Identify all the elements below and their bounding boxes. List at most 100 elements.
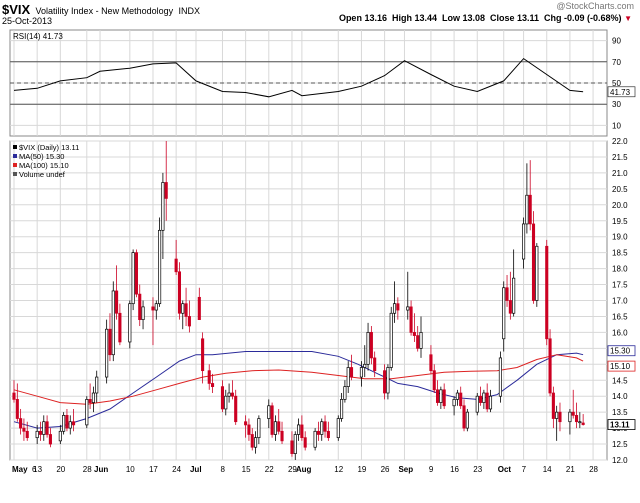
candle-body xyxy=(85,399,89,426)
x-tick-label: 21 xyxy=(566,465,575,474)
x-tick-label: 7 xyxy=(522,465,527,474)
legend-label: MA(50) 15.30 xyxy=(19,152,64,161)
candle-body xyxy=(475,395,479,413)
candle-body xyxy=(210,383,215,387)
candle-body xyxy=(131,252,135,305)
candle-body xyxy=(300,424,304,439)
candle-body xyxy=(346,367,350,387)
x-tick-label: Oct xyxy=(498,465,512,474)
price-ytick-label: 19.0 xyxy=(612,233,628,242)
x-tick-label: 15 xyxy=(242,465,251,474)
candle-body xyxy=(184,303,188,317)
candle-body xyxy=(15,399,19,419)
candle-body xyxy=(326,430,330,439)
candle-body xyxy=(254,437,258,448)
x-tick-label: 8 xyxy=(220,465,225,474)
x-tick-label: 13 xyxy=(33,465,42,474)
candle-body xyxy=(581,422,585,425)
candle-body xyxy=(154,303,158,311)
legend-swatch xyxy=(13,154,17,158)
price-ytick-label: 21.0 xyxy=(612,169,628,178)
candle-body xyxy=(12,392,16,400)
candle-body xyxy=(406,306,410,311)
candle-body xyxy=(578,421,582,424)
rsi-ytick-label: 10 xyxy=(612,121,621,130)
candle-body xyxy=(531,223,536,301)
axis-value-label: 15.10 xyxy=(610,362,631,371)
x-tick-label: 17 xyxy=(149,465,158,474)
candle-body xyxy=(568,411,572,423)
axis-value-tag xyxy=(607,345,636,357)
candle-body xyxy=(201,338,205,372)
candle-body xyxy=(115,290,119,314)
price-ytick-label: 21.5 xyxy=(612,153,628,162)
legend-swatch xyxy=(13,172,17,176)
ohlc-values: Open 13.16 High 13.44 Low 13.08 Close 13… xyxy=(338,13,622,23)
candle-body xyxy=(207,370,211,384)
candle-body xyxy=(108,328,112,356)
x-tick-label: Jun xyxy=(94,465,108,474)
axis-value-label: 15.30 xyxy=(610,347,631,356)
price-ytick-label: 20.5 xyxy=(612,185,628,194)
candle-body xyxy=(558,411,562,423)
price-ytick-label: 18.0 xyxy=(612,265,628,274)
price-ytick-label: 14.5 xyxy=(612,376,628,385)
candle-body xyxy=(230,392,234,397)
candle-body xyxy=(545,245,549,340)
candle-body xyxy=(177,271,181,314)
candle-body xyxy=(181,303,185,314)
price-panel: 12.012.513.013.514.014.515.015.516.016.5… xyxy=(9,137,636,465)
candle-body xyxy=(320,421,324,435)
x-tick-label: 23 xyxy=(473,465,482,474)
rsi-ytick-label: 30 xyxy=(612,100,621,109)
x-tick-label: May xyxy=(12,465,28,474)
candle-body xyxy=(134,252,138,295)
candle-body xyxy=(68,421,72,429)
candle-body xyxy=(369,332,373,359)
index-name: Volatility Index - New Methodology xyxy=(35,6,174,16)
axis-value-tag xyxy=(607,360,636,372)
candle-body xyxy=(48,434,52,445)
candle-body xyxy=(455,392,459,400)
x-tick-label: 28 xyxy=(83,465,92,474)
x-tick-label: 29 xyxy=(288,465,297,474)
candle-body xyxy=(343,386,347,400)
ma50-line xyxy=(13,351,584,429)
rsi-last-value-label: 41.73 xyxy=(610,88,631,97)
candle-body xyxy=(528,194,532,225)
candle-body xyxy=(389,312,393,368)
candle-body xyxy=(571,411,575,416)
price-ytick-label: 22.0 xyxy=(612,137,628,146)
x-tick-label: Sep xyxy=(398,465,413,474)
price-ytick-label: 14.0 xyxy=(612,392,628,401)
candle-body xyxy=(290,440,294,454)
candle-body xyxy=(270,405,274,435)
candle-body xyxy=(548,338,552,394)
rsi-title: RSI(14) 41.73 xyxy=(13,32,63,41)
candle-body xyxy=(138,293,142,320)
price-ytick-label: 12.5 xyxy=(612,440,628,449)
rsi-ytick-label: 70 xyxy=(612,58,621,67)
candle-body xyxy=(105,328,109,378)
candle-body xyxy=(412,332,416,336)
candle-body xyxy=(244,421,248,426)
symbol-line: $VIX Volatility Index - New Methodology … xyxy=(2,2,200,17)
candle-body xyxy=(22,427,26,432)
candle-body xyxy=(297,424,301,435)
price-ytick-label: 13.5 xyxy=(612,408,628,417)
legend-swatch xyxy=(13,145,17,149)
x-tick-label: 22 xyxy=(265,465,274,474)
candle-body xyxy=(72,421,76,426)
candle-body xyxy=(505,287,509,301)
candle-body xyxy=(452,399,456,407)
price-ytick-label: 20.0 xyxy=(612,201,628,210)
rsi-ytick-label: 90 xyxy=(612,37,621,46)
legend-swatch xyxy=(13,163,17,167)
candle-body xyxy=(111,290,115,356)
candle-body xyxy=(485,392,489,410)
candle-body xyxy=(555,411,559,419)
rsi-panel: 10 30 50 70 90 RSI(14) 41.73 41.73 xyxy=(9,29,636,137)
x-tick-label: 14 xyxy=(543,465,552,474)
candle-body xyxy=(442,389,446,407)
candle-body xyxy=(436,389,440,403)
